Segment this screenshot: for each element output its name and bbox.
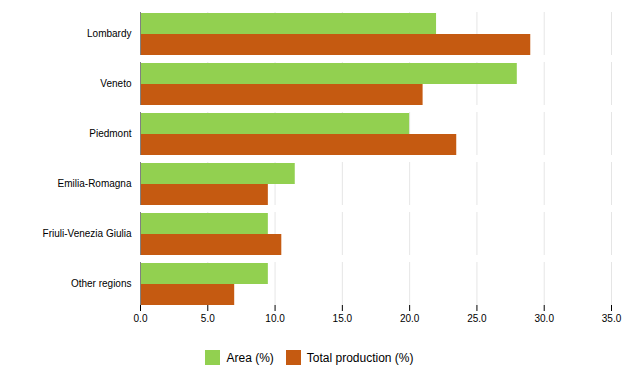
- svg-text:Veneto: Veneto: [100, 78, 132, 89]
- svg-text:20.0: 20.0: [400, 313, 420, 324]
- svg-text:25.0: 25.0: [467, 313, 487, 324]
- svg-text:Lombardy: Lombardy: [87, 28, 131, 39]
- svg-text:5.0: 5.0: [201, 313, 215, 324]
- svg-text:0.0: 0.0: [134, 313, 148, 324]
- html-text:Area (%): Area (%): [226, 350, 274, 365]
- html-text:Total production (%): Total production (%): [306, 350, 414, 365]
- svg-text:Other regions: Other regions: [71, 278, 132, 289]
- svg-text:15.0: 15.0: [333, 313, 353, 324]
- svg-text:Piedmont: Piedmont: [89, 128, 131, 139]
- svg-text:Emilia-Romagna: Emilia-Romagna: [58, 178, 132, 189]
- svg-text:Friuli-Venezia Giulia: Friuli-Venezia Giulia: [43, 228, 132, 239]
- svg-text:30.0: 30.0: [534, 313, 554, 324]
- svg-text:35.0: 35.0: [602, 313, 622, 324]
- svg-text:10.0: 10.0: [265, 313, 285, 324]
